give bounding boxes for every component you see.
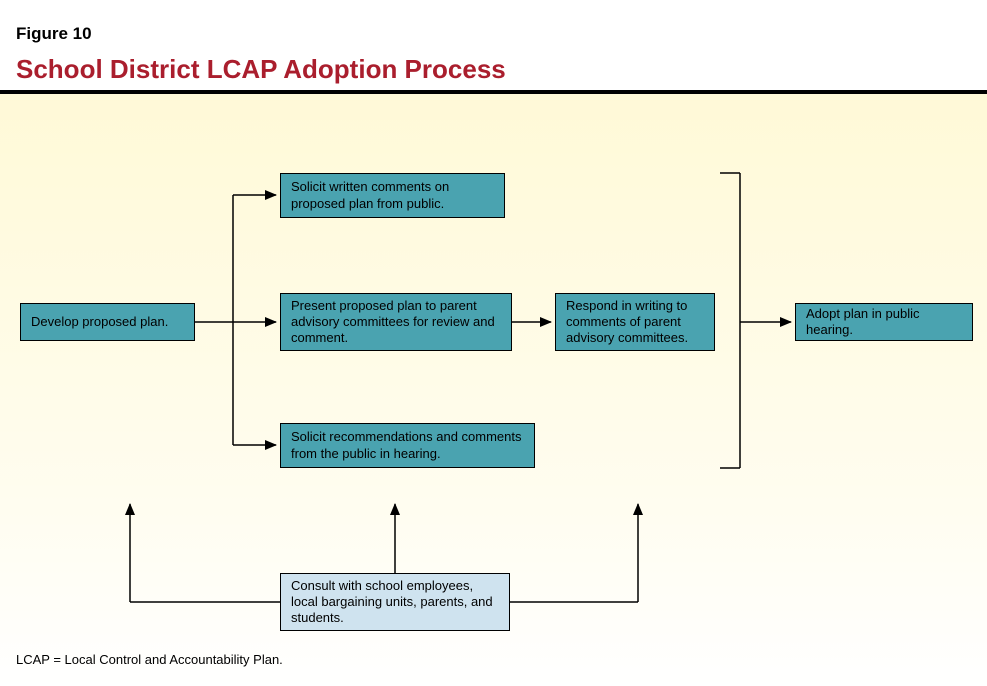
figure-footnote: LCAP = Local Control and Accountability …: [16, 652, 283, 667]
node-solicit-written: Solicit written comments on proposed pla…: [280, 173, 505, 218]
figure-label: Figure 10: [16, 24, 92, 44]
node-adopt: Adopt plan in public hearing.: [795, 303, 973, 341]
flowchart-canvas: Develop proposed plan. Solicit written c…: [0, 94, 987, 686]
node-develop: Develop proposed plan.: [20, 303, 195, 341]
node-solicit-hearing: Solicit recommendations and comments fro…: [280, 423, 535, 468]
node-present-parent: Present proposed plan to parent advisory…: [280, 293, 512, 351]
node-consult: Consult with school employees, local bar…: [280, 573, 510, 631]
figure-title: School District LCAP Adoption Process: [16, 54, 506, 85]
node-respond: Respond in writing to comments of parent…: [555, 293, 715, 351]
